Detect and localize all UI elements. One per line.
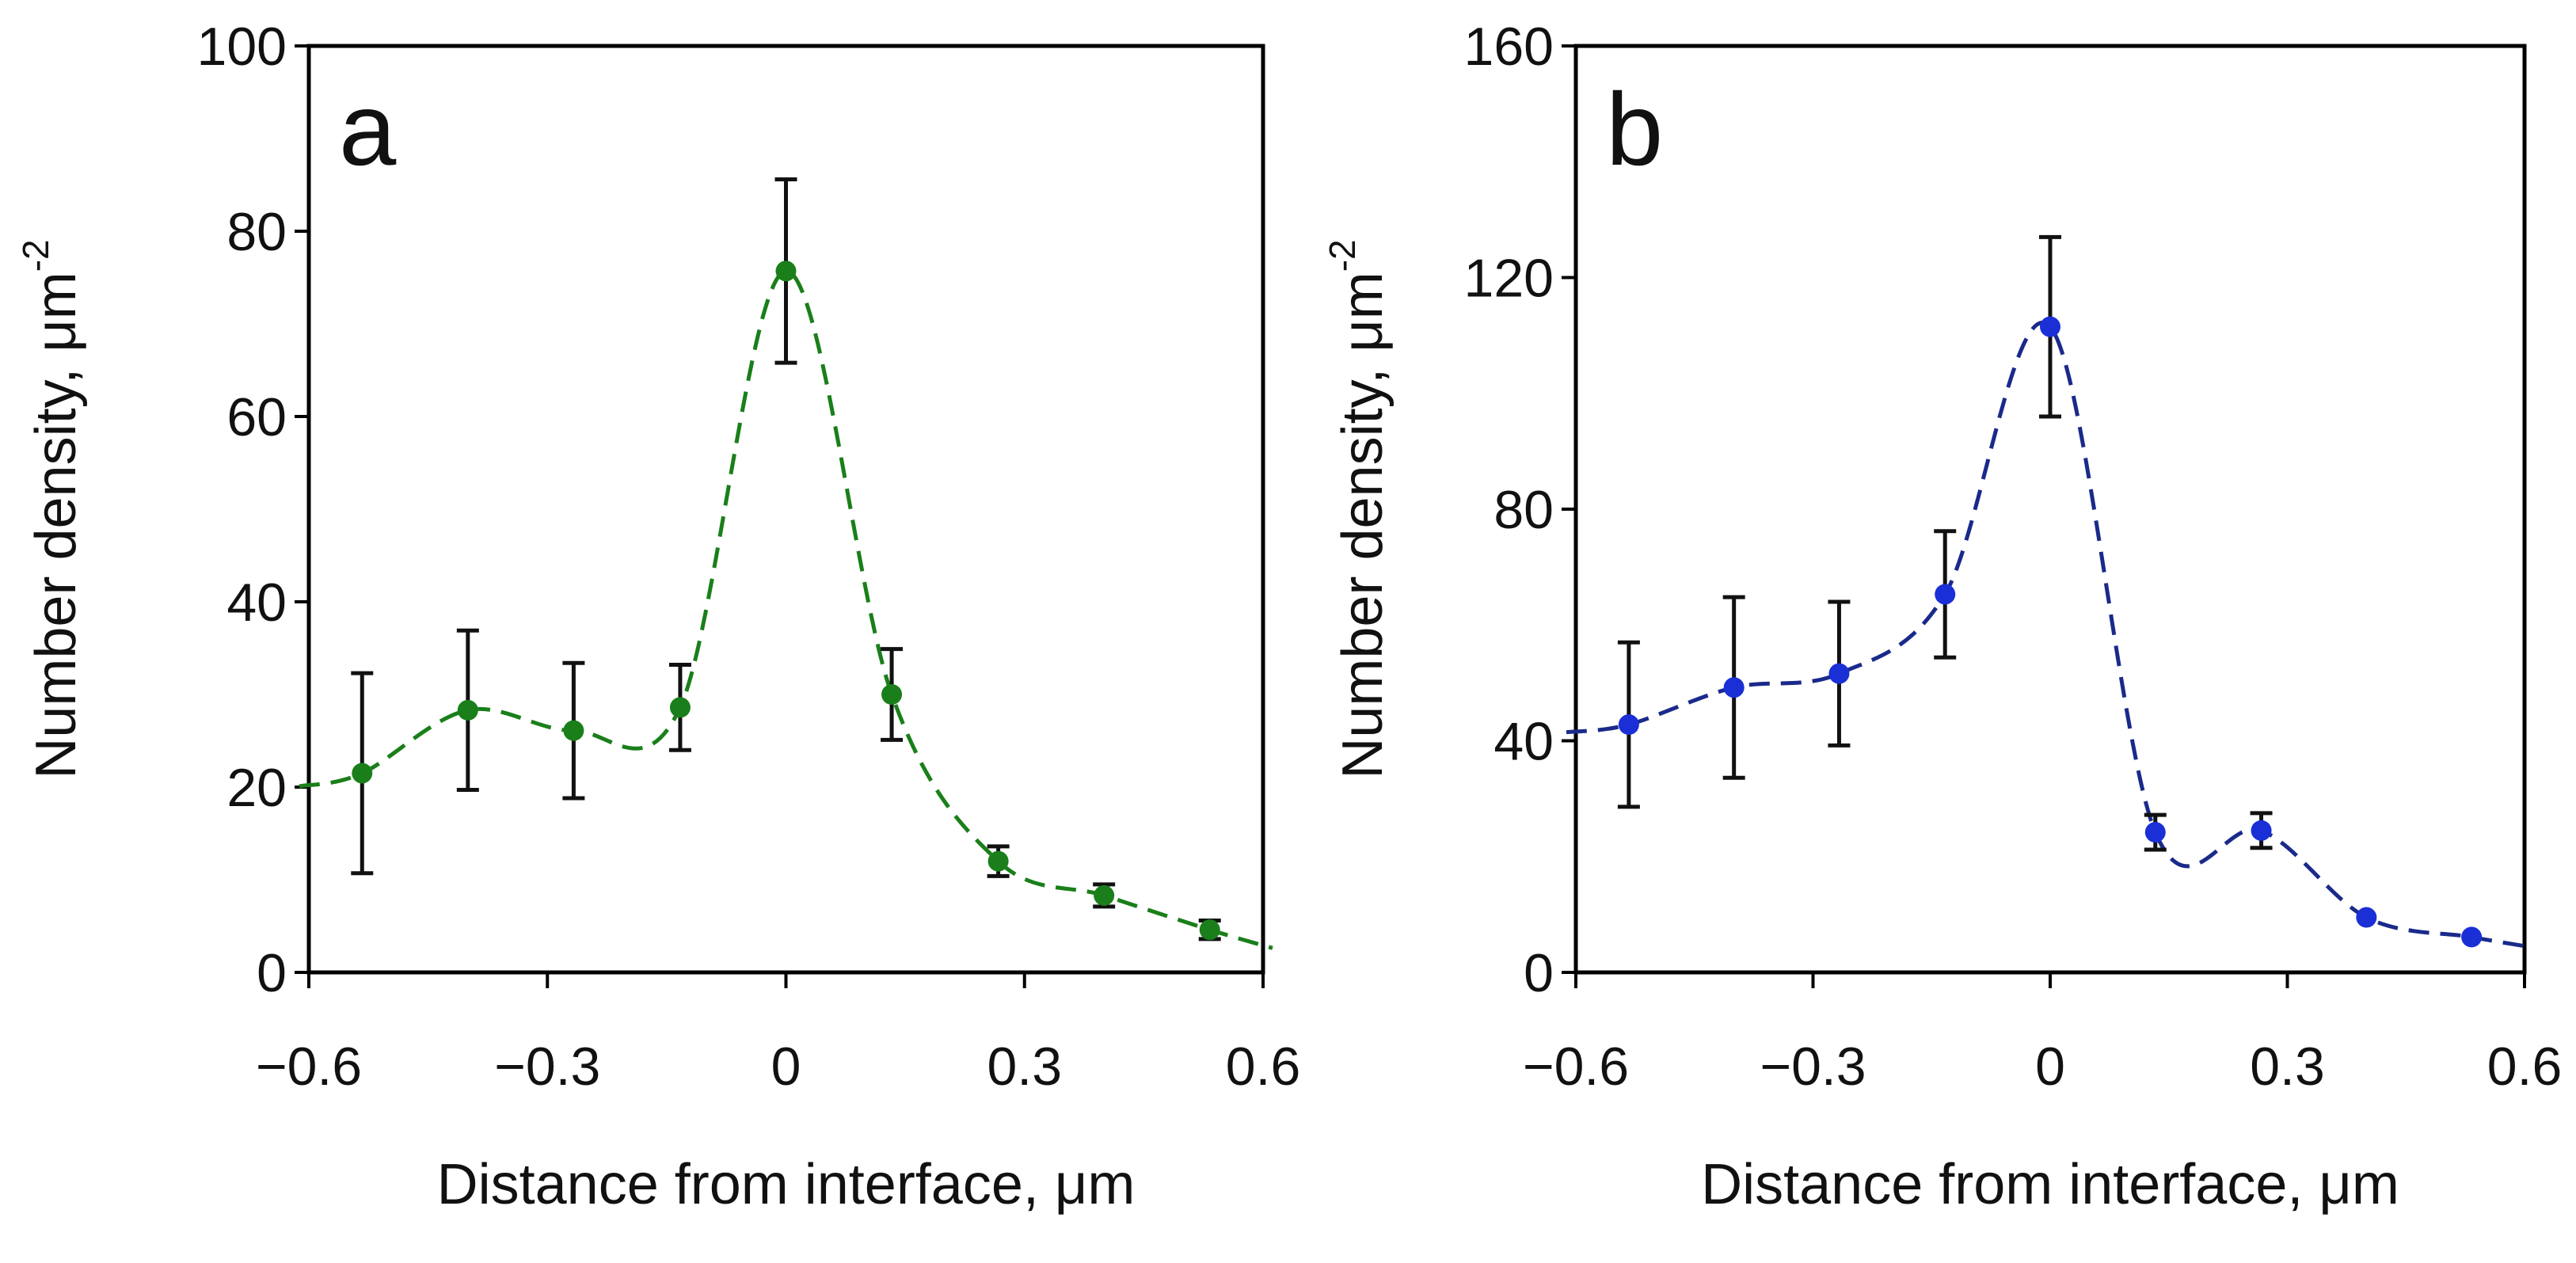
x-tick-label: 0.6 bbox=[2487, 1037, 2563, 1097]
data-point bbox=[669, 697, 691, 718]
y-tick-label: 80 bbox=[1493, 480, 1554, 540]
x-tick-label: 0 bbox=[2035, 1037, 2065, 1097]
y-tick-label: 20 bbox=[226, 758, 287, 818]
data-point bbox=[1828, 663, 1850, 684]
data-point bbox=[987, 850, 1009, 872]
panel-letter: a bbox=[339, 71, 397, 187]
x-tick-label: 0.6 bbox=[1226, 1037, 1301, 1097]
series-trend-line bbox=[299, 268, 1273, 950]
y-axis-title-superscript: -2 bbox=[15, 239, 56, 272]
y-axis-title: Number density, μm-2 bbox=[15, 239, 88, 778]
data-point bbox=[1935, 584, 1956, 605]
y-tick-label: 120 bbox=[1464, 249, 1554, 309]
y-tick-label: 60 bbox=[226, 387, 287, 447]
y-axis-title-text: Number density, μm bbox=[1331, 272, 1395, 778]
data-point bbox=[563, 720, 584, 741]
y-axis-title: Number density, μm-2 bbox=[1322, 239, 1395, 778]
data-point bbox=[1723, 677, 1745, 698]
x-axis-title: Distance from interface, μm bbox=[437, 1153, 1136, 1216]
data-point bbox=[1199, 919, 1220, 941]
x-tick-label: −0.6 bbox=[1523, 1037, 1629, 1097]
data-point bbox=[457, 699, 478, 721]
data-point bbox=[881, 684, 903, 705]
y-tick-label: 0 bbox=[1524, 943, 1554, 1003]
y-tick-label: 80 bbox=[226, 202, 287, 262]
y-tick-label: 100 bbox=[197, 17, 287, 77]
data-point bbox=[775, 261, 797, 282]
data-point bbox=[2040, 316, 2060, 337]
data-point bbox=[2251, 820, 2272, 841]
y-tick-label: 40 bbox=[1493, 712, 1554, 772]
x-axis-title: Distance from interface, μm bbox=[1701, 1153, 2399, 1216]
y-tick-label: 40 bbox=[226, 573, 287, 633]
data-point bbox=[1618, 714, 1639, 736]
x-tick-label: −0.3 bbox=[1760, 1037, 1866, 1097]
data-point bbox=[1094, 884, 1115, 906]
x-tick-label: −0.6 bbox=[256, 1037, 362, 1097]
data-point bbox=[2356, 907, 2377, 928]
data-point bbox=[352, 763, 373, 784]
data-point bbox=[2144, 822, 2166, 843]
data-point bbox=[2461, 926, 2483, 948]
y-axis-title-superscript: -2 bbox=[1322, 239, 1363, 272]
x-tick-label: 0.3 bbox=[2250, 1037, 2325, 1097]
x-tick-label: −0.3 bbox=[494, 1037, 600, 1097]
plot-frame bbox=[1573, 44, 2527, 975]
panel-b: 0 40 80 120 160 −0.6 −0.3 0 0.3 0.6 Distance from … bbox=[1322, 17, 2562, 1216]
series-trend-line bbox=[1566, 321, 2535, 950]
x-tick-label: 0.3 bbox=[987, 1037, 1062, 1097]
panel-a: 0 20 40 60 80 100 −0.6 −0.3 0 0.3 0.6 Distance from… bbox=[15, 17, 1300, 1216]
x-tick-label: 0 bbox=[771, 1037, 801, 1097]
panel-letter: b bbox=[1606, 71, 1663, 187]
y-axis-title-text: Number density, μm bbox=[25, 272, 88, 778]
y-tick-label: 160 bbox=[1464, 17, 1554, 77]
y-tick-label: 0 bbox=[257, 943, 287, 1003]
